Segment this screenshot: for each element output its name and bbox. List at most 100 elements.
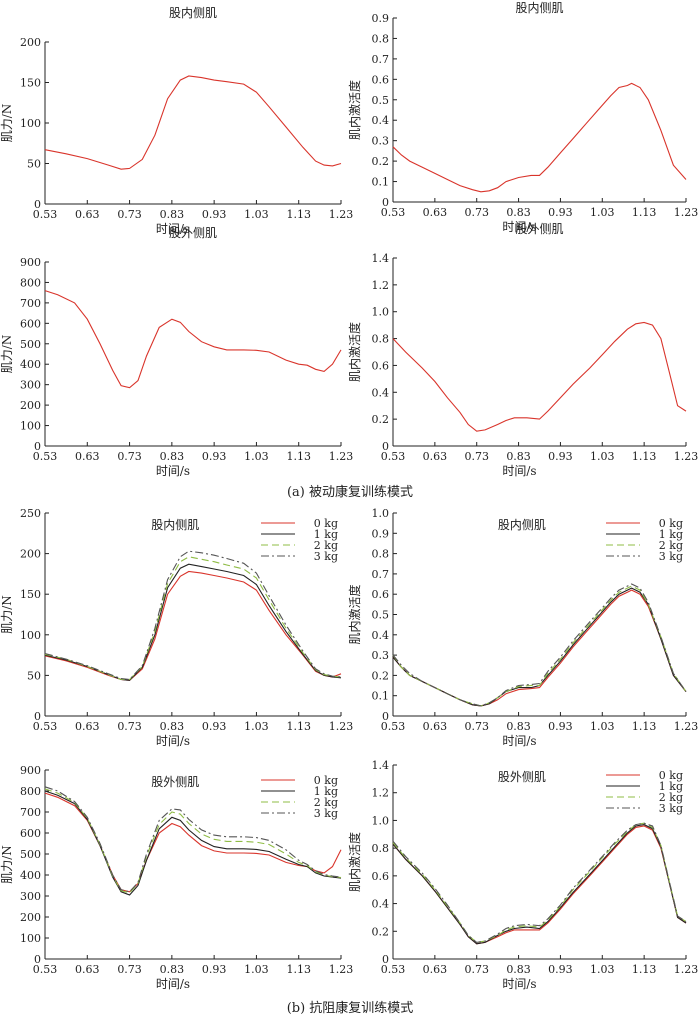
y-tick-label: 100 <box>20 420 41 433</box>
chart-title: 股内侧肌 <box>151 518 199 532</box>
chart-panel-b3: 0.53 0.63 0.73 0.83 0.93 1.03 1.13 1.23 0 100 200 3… <box>0 764 353 991</box>
y-tick-label: 0 <box>34 710 41 723</box>
x-axis-label: 时间/s <box>156 222 190 236</box>
y-tick-label: 500 <box>20 848 41 861</box>
x-tick-label: 0.83 <box>160 208 185 221</box>
x-tick-label: 1.13 <box>286 963 311 976</box>
y-tick-label: 0 <box>382 196 389 209</box>
series-line-3kg <box>44 786 342 893</box>
x-tick-label: 1.23 <box>329 208 354 221</box>
y-tick-label: 150 <box>20 77 41 90</box>
x-tick-label: 0.93 <box>548 963 573 976</box>
y-tick-label: 0 <box>382 710 389 723</box>
y-tick-label: 150 <box>20 588 41 601</box>
legend-label: 1 kg <box>314 528 338 541</box>
series-line-2kg <box>392 822 687 943</box>
legend-label: 3 kg <box>314 807 338 820</box>
x-tick-label: 0.83 <box>506 720 531 733</box>
y-tick-label: 400 <box>20 869 41 882</box>
x-axis-label: 时间/s <box>502 464 536 478</box>
y-tick-label: 0.9 <box>372 12 390 25</box>
caption-passive-mode: (a) 被动康复训练模式 <box>287 484 413 500</box>
x-tick-label: 0.63 <box>75 963 100 976</box>
y-tick-label: 300 <box>20 890 41 903</box>
chart-panel-b4: 0.53 0.63 0.73 0.83 0.93 1.03 1.13 1.23 0 0.2 0.4 0… <box>347 759 698 991</box>
x-tick-label: 1.13 <box>632 720 657 733</box>
charts-layer: 0.53 0.63 0.73 0.83 0.93 1.03 1.13 1.23 0 50 100 15… <box>0 1 698 991</box>
y-tick-label: 1.4 <box>372 252 390 265</box>
x-tick-label: 0.53 <box>381 963 406 976</box>
y-tick-label: 0 <box>382 440 389 453</box>
x-axis-label: 时间/s <box>502 734 536 748</box>
series-line-2kg <box>44 788 342 894</box>
x-tick-label: 0.63 <box>75 208 100 221</box>
x-tick-label: 0.73 <box>464 450 489 463</box>
x-tick-label: 0.73 <box>117 450 142 463</box>
y-axis-label: 肌内激活度 <box>347 832 362 892</box>
y-tick-label: 0.6 <box>372 588 390 601</box>
x-tick-label: 1.03 <box>244 208 269 221</box>
y-axis-label: 肌力/N <box>0 595 14 634</box>
y-tick-label: 200 <box>20 911 41 924</box>
x-tick-label: 1.23 <box>674 450 699 463</box>
legend-label: 0 kg <box>314 517 338 530</box>
y-tick-label: 900 <box>20 764 41 777</box>
x-axis-label: 时间/s <box>156 464 190 478</box>
x-tick-label: 0.73 <box>464 963 489 976</box>
x-axis-label: 时间/s <box>502 220 536 234</box>
x-axis-label: 时间/s <box>156 977 190 991</box>
x-tick-label: 1.03 <box>590 450 615 463</box>
legend-label: 2 kg <box>659 539 683 552</box>
y-axis-label: 肌内激活度 <box>347 322 362 382</box>
x-tick-label: 0.53 <box>33 720 58 733</box>
y-tick-label: 0.1 <box>372 176 390 189</box>
x-tick-label: 1.23 <box>674 720 699 733</box>
x-tick-label: 1.23 <box>329 720 354 733</box>
y-tick-label: 700 <box>20 297 41 310</box>
series-line-0kg <box>44 792 342 893</box>
y-tick-label: 0.2 <box>372 155 390 168</box>
legend-label: 0 kg <box>314 774 338 787</box>
y-tick-label: 50 <box>27 669 41 682</box>
chart-panel-b1: 0.53 0.63 0.73 0.83 0.93 1.03 1.13 1.23 0 50 100 15… <box>0 507 353 748</box>
y-tick-label: 0.6 <box>372 870 390 883</box>
y-tick-label: 1.0 <box>372 507 390 520</box>
legend-label: 3 kg <box>314 550 338 563</box>
y-tick-label: 0.7 <box>372 53 390 66</box>
x-tick-label: 0.63 <box>423 206 448 219</box>
y-tick-label: 800 <box>20 785 41 798</box>
x-tick-label: 0.53 <box>33 208 58 221</box>
y-tick-label: 250 <box>20 507 41 520</box>
y-tick-label: 0.9 <box>372 527 390 540</box>
chart-title: 股内侧肌 <box>498 518 546 532</box>
y-tick-label: 0.1 <box>372 690 390 703</box>
x-tick-label: 1.23 <box>329 450 354 463</box>
x-tick-label: 1.03 <box>244 450 269 463</box>
x-tick-label: 0.63 <box>423 450 448 463</box>
y-axis-label: 肌力/N <box>0 335 14 374</box>
x-tick-label: 0.83 <box>506 206 531 219</box>
x-tick-label: 0.83 <box>506 963 531 976</box>
chart-panel-a4: 0.53 0.63 0.73 0.83 0.93 1.03 1.13 1.23 0 0.2 0.4 0… <box>347 222 698 478</box>
series-line-2kg <box>44 556 342 681</box>
y-tick-label: 1.4 <box>372 759 390 772</box>
y-tick-label: 0.5 <box>372 94 390 107</box>
y-tick-label: 1.0 <box>372 306 390 319</box>
series-line-3kg <box>392 583 687 707</box>
x-tick-label: 0.83 <box>506 450 531 463</box>
legend-label: 0 kg <box>659 769 683 782</box>
x-tick-label: 1.23 <box>674 206 699 219</box>
y-tick-label: 0.6 <box>372 359 390 372</box>
series-line-1kg <box>392 824 687 945</box>
y-tick-label: 0.4 <box>372 898 390 911</box>
y-tick-label: 0.4 <box>372 386 390 399</box>
x-tick-label: 0.63 <box>423 720 448 733</box>
chart-title: 股内侧肌 <box>169 6 217 20</box>
x-axis-label: 时间/s <box>156 734 190 748</box>
x-tick-label: 1.13 <box>632 450 657 463</box>
y-tick-label: 600 <box>20 317 41 330</box>
x-tick-label: 0.93 <box>202 963 227 976</box>
y-tick-label: 0.8 <box>372 333 390 346</box>
x-tick-label: 0.53 <box>381 450 406 463</box>
x-tick-label: 0.93 <box>202 720 227 733</box>
